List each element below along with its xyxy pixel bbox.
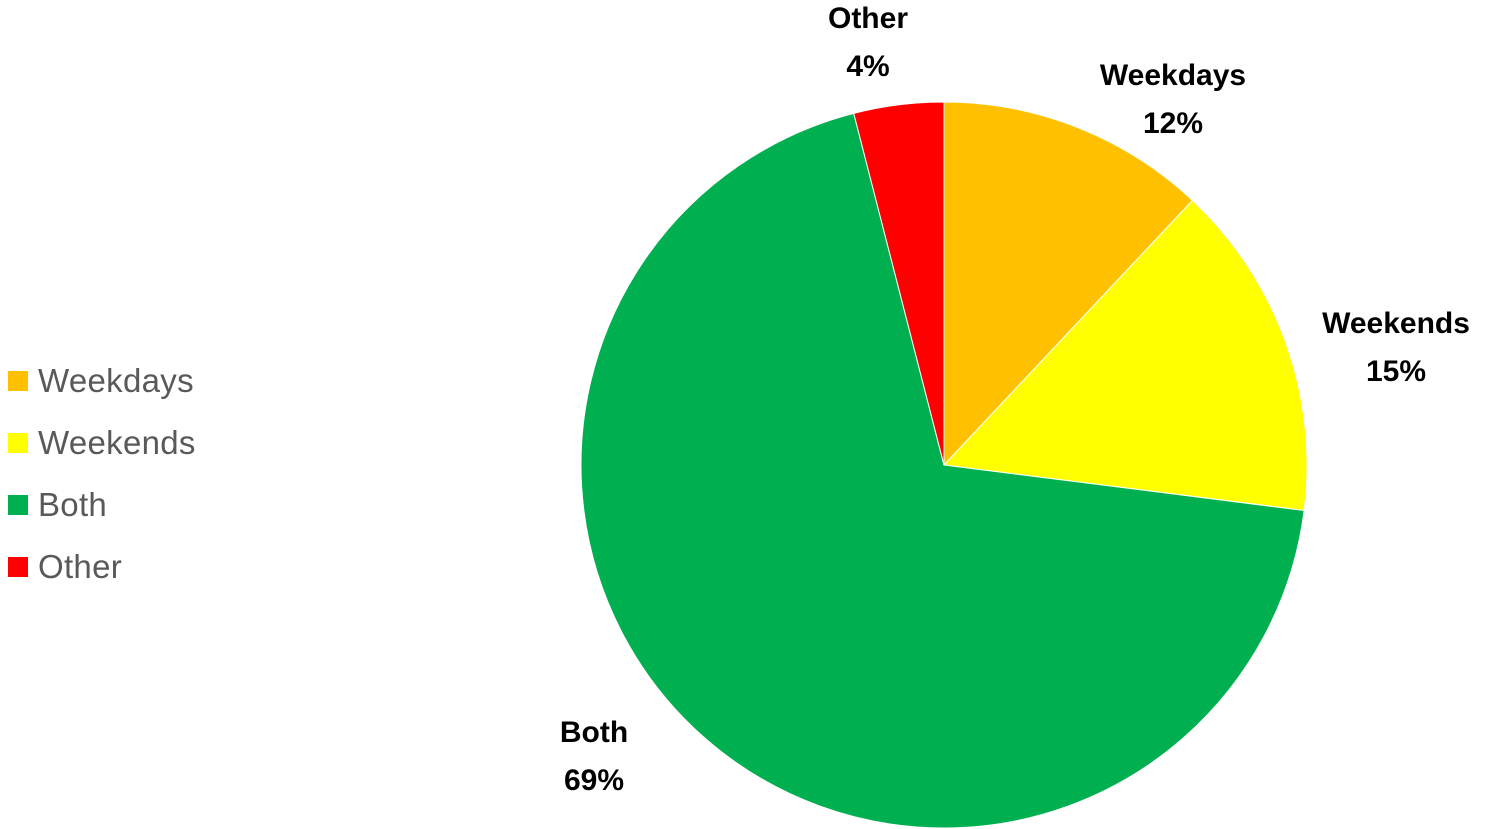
data-label-weekdays-name: Weekdays <box>1100 59 1246 92</box>
legend-item-other: Other <box>8 536 196 598</box>
legend-item-both: Both <box>8 474 196 536</box>
legend-swatch-weekdays <box>8 371 28 391</box>
chart-legend: Weekdays Weekends Both Other <box>8 350 196 598</box>
pie-slice-other <box>853 101 945 466</box>
data-label-other-name: Other <box>828 2 908 35</box>
data-label-other-percent: 4% <box>846 50 889 83</box>
legend-label-both: Both <box>38 486 108 523</box>
pie-slice-both <box>580 112 1305 829</box>
data-label-weekends-percent: 15% <box>1366 355 1426 388</box>
legend-label-weekends: Weekends <box>38 424 196 461</box>
pie-slices <box>580 101 1308 829</box>
data-label-both-name: Both <box>560 716 628 749</box>
legend-label-other: Other <box>38 548 123 585</box>
legend-item-weekdays: Weekdays <box>8 350 196 412</box>
pie-slice-weekdays <box>943 101 1194 467</box>
data-label-weekdays-percent: 12% <box>1143 107 1203 140</box>
legend-label-weekdays: Weekdays <box>38 362 194 399</box>
legend-item-weekends: Weekends <box>8 412 196 474</box>
pie-data-labels: Weekdays 12% Weekends 15% Both 69% Other 4% <box>560 2 1470 797</box>
legend-swatch-weekends <box>8 433 28 453</box>
legend-swatch-other <box>8 557 28 577</box>
data-label-both-percent: 69% <box>564 764 624 797</box>
data-label-weekends-name: Weekends <box>1322 307 1470 340</box>
pie-slice-weekends <box>942 199 1308 512</box>
legend-swatch-both <box>8 495 28 515</box>
